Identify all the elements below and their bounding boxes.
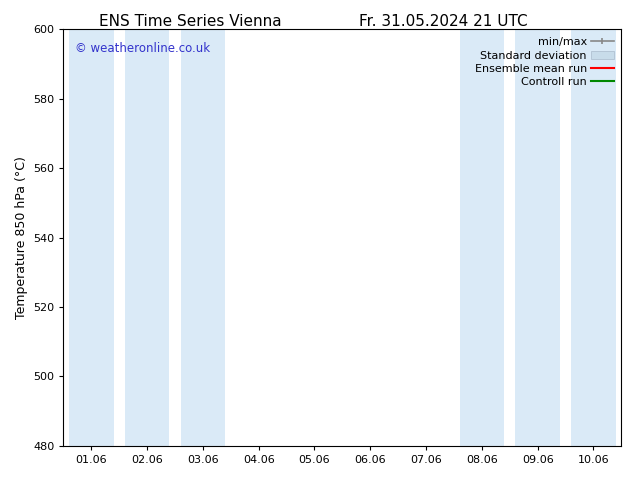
Bar [460,29,504,446]
Y-axis label: Temperature 850 hPa (°C): Temperature 850 hPa (°C) [15,156,27,319]
Text: © weatheronline.co.uk: © weatheronline.co.uk [75,42,210,55]
Text: Fr. 31.05.2024 21 UTC: Fr. 31.05.2024 21 UTC [359,14,528,29]
Text: ENS Time Series Vienna: ENS Time Series Vienna [99,14,281,29]
Bar [571,29,616,446]
Bar [515,29,560,446]
Bar [125,29,169,446]
Bar [69,29,113,446]
Bar [181,29,225,446]
Legend: min/max, Standard deviation, Ensemble mean run, Controll run: min/max, Standard deviation, Ensemble me… [472,35,616,89]
